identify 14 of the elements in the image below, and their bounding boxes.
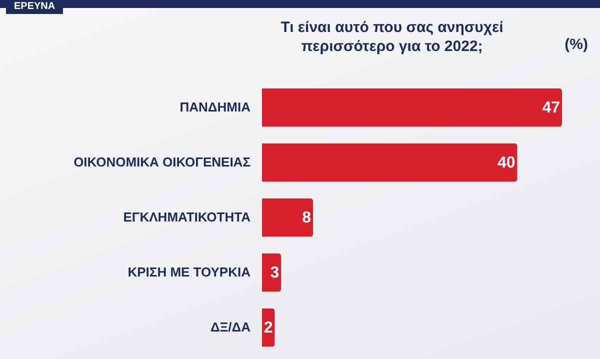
text: Τι είναι αυτό που σας ανησυχεί: [280, 19, 504, 36]
text: περισσότερο για το 2022;: [301, 38, 483, 55]
y-tick-label: ΚΡΙΣΗ ΜΕ ΤΟΥΡΚΙΑ: [128, 264, 252, 280]
data-label: 40: [498, 154, 516, 172]
data-label: 3: [270, 264, 280, 282]
y-tick-label: ΕΓΚΛΗΜΑΤΙΚΟΤΗΤΑ: [123, 210, 252, 224]
text: ΕΡΕΥΝΑ: [6, 0, 64, 14]
data-label: 2: [264, 320, 273, 336]
y-tick-label: ΟΙΚΟΝΟΜΙΚΑ ΟΙΚΟΓΕΝΕΙΑΣ: [74, 154, 251, 170]
data-label: 8: [302, 210, 312, 226]
data-label: 47: [542, 100, 560, 116]
y-tick-label: ΔΞ/ΔΑ: [210, 320, 252, 334]
text: (%): [564, 36, 588, 53]
y-tick-label: ΠΑΝΔΗΜΙΑ: [180, 100, 252, 114]
